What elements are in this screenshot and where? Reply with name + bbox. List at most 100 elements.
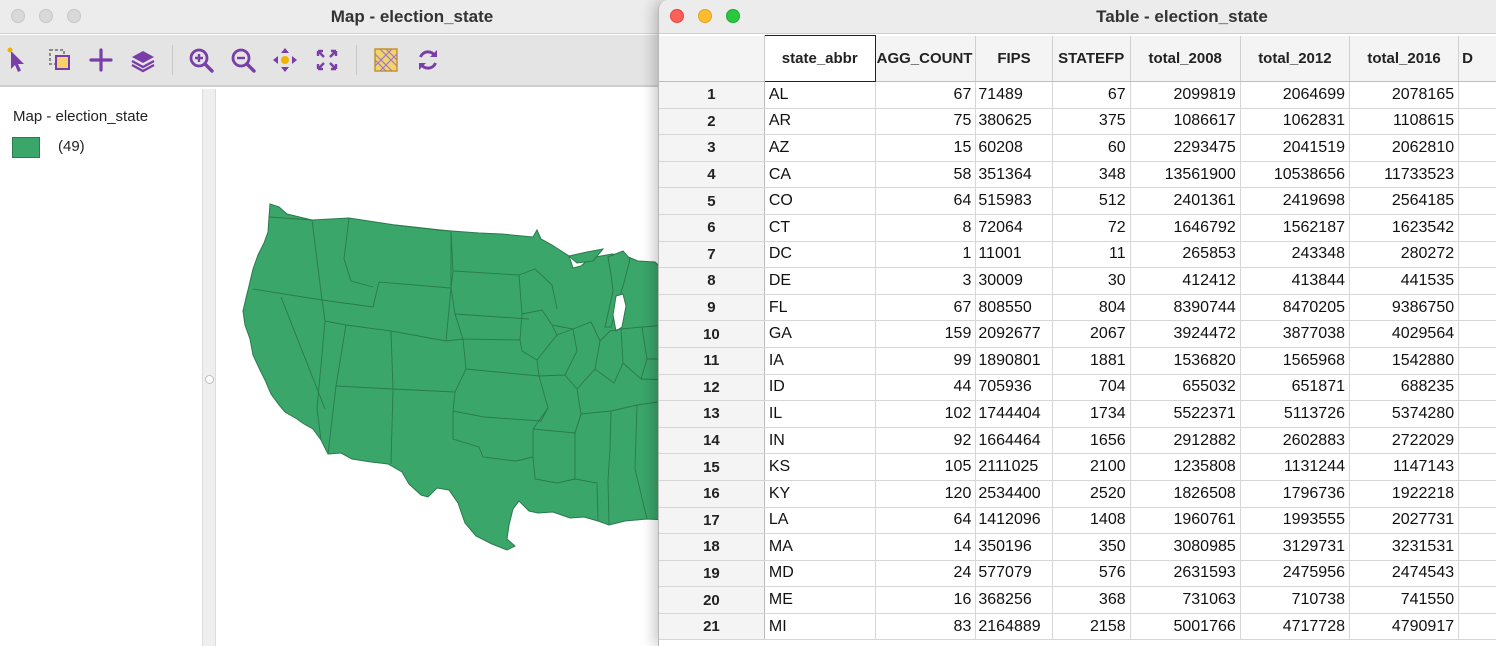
row-header[interactable]: 6 [659,214,765,242]
cell-clipped[interactable] [1458,187,1496,215]
cell-state-abbr[interactable]: IN [764,427,876,455]
select-mode-icon[interactable] [45,45,75,75]
table-row[interactable]: 21 MI 83 2164889 2158 5001766 4717728 4790917 [659,613,1496,641]
cell-fips[interactable]: 808550 [975,294,1053,322]
cell-state-abbr[interactable]: LA [764,507,876,535]
cell-fips[interactable]: 60208 [975,134,1053,162]
cell-total-2016[interactable]: 2062810 [1349,134,1460,162]
cell-state-abbr[interactable]: GA [764,320,876,348]
row-header[interactable]: 9 [659,294,765,322]
table-row[interactable]: 13 IL 102 1744404 1734 5522371 5113726 5374280 [659,400,1496,428]
cell-total-2012[interactable]: 2041519 [1240,134,1351,162]
table-row[interactable]: 9 FL 67 808550 804 8390744 8470205 9386750 [659,294,1496,322]
cell-clipped[interactable] [1458,374,1496,402]
cell-clipped[interactable] [1458,480,1496,508]
cell-state-abbr[interactable]: MI [764,613,876,641]
cell-state-abbr[interactable]: CT [764,214,876,242]
refresh-icon[interactable] [413,45,443,75]
cell-clipped[interactable] [1458,507,1496,535]
cell-statefp[interactable]: 30 [1052,267,1131,295]
row-header[interactable]: 11 [659,347,765,375]
table-row[interactable]: 18 MA 14 350196 350 3080985 3129731 3231531 [659,533,1496,561]
cell-total-2012[interactable]: 3877038 [1240,320,1351,348]
cell-total-2012[interactable]: 1062831 [1240,108,1351,136]
cell-fips[interactable]: 72064 [975,214,1053,242]
cell-statefp[interactable]: 2158 [1052,613,1131,641]
cell-total-2016[interactable]: 741550 [1349,586,1460,614]
map-canvas[interactable] [217,89,700,646]
cell-fips[interactable]: 2534400 [975,480,1053,508]
cell-agg-count[interactable]: 3 [875,267,977,295]
cell-agg-count[interactable]: 75 [875,108,977,136]
cell-clipped[interactable] [1458,81,1496,109]
cell-statefp[interactable]: 348 [1052,161,1131,189]
cell-agg-count[interactable]: 64 [875,187,977,215]
cell-fips[interactable]: 1664464 [975,427,1053,455]
table-row[interactable]: 4 CA 58 351364 348 13561900 10538656 11733523 [659,161,1496,189]
cell-agg-count[interactable]: 1 [875,241,977,269]
cell-state-abbr[interactable]: IL [764,400,876,428]
cell-fips[interactable]: 2164889 [975,613,1053,641]
cell-agg-count[interactable]: 67 [875,81,977,109]
add-layer-icon[interactable] [86,45,116,75]
cell-statefp[interactable]: 60 [1052,134,1131,162]
cell-statefp[interactable]: 512 [1052,187,1131,215]
cell-clipped[interactable] [1458,586,1496,614]
table-window-titlebar[interactable]: Table - election_state [659,0,1496,34]
cell-total-2008[interactable]: 1826508 [1130,480,1241,508]
cell-agg-count[interactable]: 58 [875,161,977,189]
row-header[interactable]: 4 [659,161,765,189]
cell-total-2008[interactable]: 3080985 [1130,533,1241,561]
cell-total-2016[interactable]: 1542880 [1349,347,1460,375]
cell-agg-count[interactable]: 15 [875,134,977,162]
cell-state-abbr[interactable]: CA [764,161,876,189]
cell-fips[interactable]: 71489 [975,81,1053,109]
full-extent-icon[interactable] [312,45,342,75]
legend-color-swatch[interactable] [12,137,40,158]
cell-agg-count[interactable]: 16 [875,586,977,614]
cell-total-2016[interactable]: 2474543 [1349,560,1460,588]
cell-total-2008[interactable]: 412412 [1130,267,1241,295]
cell-total-2012[interactable]: 1993555 [1240,507,1351,535]
cell-state-abbr[interactable]: IA [764,347,876,375]
column-header-state-abbr[interactable]: state_abbr [763,35,876,82]
table-row[interactable]: 14 IN 92 1664464 1656 2912882 2602883 2722029 [659,427,1496,455]
cell-total-2012[interactable]: 710738 [1240,586,1351,614]
row-header[interactable]: 10 [659,320,765,348]
cell-statefp[interactable]: 1881 [1052,347,1131,375]
cell-statefp[interactable]: 67 [1052,81,1131,109]
cell-statefp[interactable]: 350 [1052,533,1131,561]
cell-agg-count[interactable]: 159 [875,320,977,348]
cell-state-abbr[interactable]: MA [764,533,876,561]
row-header[interactable]: 12 [659,374,765,402]
cell-state-abbr[interactable]: CO [764,187,876,215]
cell-statefp[interactable]: 72 [1052,214,1131,242]
cell-clipped[interactable] [1458,134,1496,162]
table-row[interactable]: 7 DC 1 11001 11 265853 243348 280272 [659,241,1496,269]
table-row[interactable]: 8 DE 3 30009 30 412412 413844 441535 [659,267,1496,295]
cell-total-2012[interactable]: 3129731 [1240,533,1351,561]
cell-statefp[interactable]: 1734 [1052,400,1131,428]
cell-total-2016[interactable]: 1922218 [1349,480,1460,508]
cell-total-2016[interactable]: 280272 [1349,241,1460,269]
cell-total-2012[interactable]: 5113726 [1240,400,1351,428]
table-row[interactable]: 3 AZ 15 60208 60 2293475 2041519 2062810 [659,134,1496,162]
row-header[interactable]: 19 [659,560,765,588]
cell-fips[interactable]: 11001 [975,241,1053,269]
cell-agg-count[interactable]: 105 [875,453,977,481]
cell-fips[interactable]: 350196 [975,533,1053,561]
cell-state-abbr[interactable]: ME [764,586,876,614]
cell-total-2016[interactable]: 2722029 [1349,427,1460,455]
row-header[interactable]: 21 [659,613,765,641]
table-row[interactable]: 6 CT 8 72064 72 1646792 1562187 1623542 [659,214,1496,242]
cell-clipped[interactable] [1458,453,1496,481]
cell-total-2008[interactable]: 2099819 [1130,81,1241,109]
cell-total-2016[interactable]: 1108615 [1349,108,1460,136]
cell-total-2016[interactable]: 688235 [1349,374,1460,402]
cell-total-2016[interactable]: 3231531 [1349,533,1460,561]
cell-statefp[interactable]: 11 [1052,241,1131,269]
table-row[interactable]: 1 AL 67 71489 67 2099819 2064699 2078165 [659,81,1496,109]
maximize-icon[interactable] [67,9,81,23]
column-header-agg-count[interactable]: AGG_COUNT [875,35,977,82]
table-row[interactable]: 16 KY 120 2534400 2520 1826508 1796736 1922218 [659,480,1496,508]
